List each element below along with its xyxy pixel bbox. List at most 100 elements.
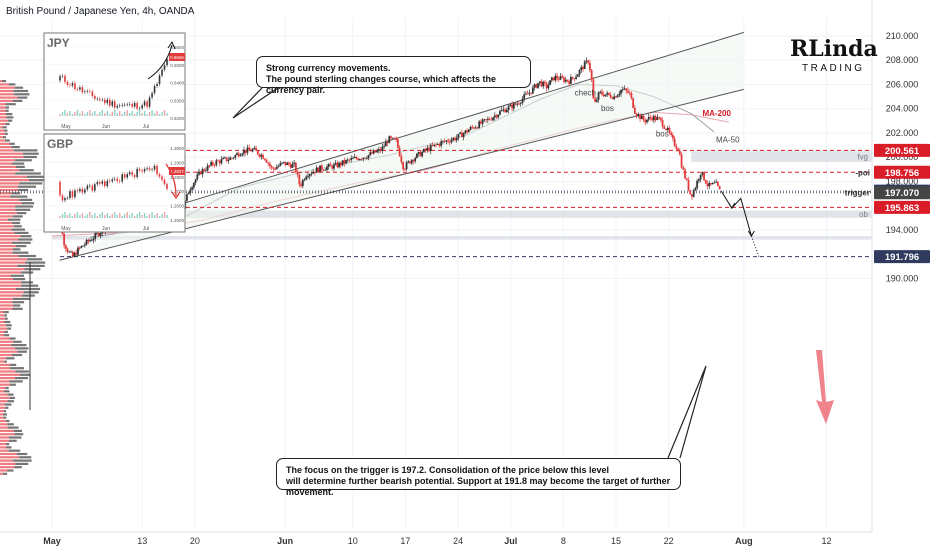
zones: fvg ob [52, 151, 872, 240]
y-tick-label: 204.000 [886, 104, 919, 114]
profile-bar-buy [14, 433, 24, 436]
candle-body [405, 162, 408, 170]
candle-body [286, 162, 289, 166]
profile-bar-sell [0, 287, 16, 291]
candle-body [303, 179, 306, 181]
candle-body [454, 138, 456, 141]
candle-body [502, 109, 505, 111]
candle-body [692, 190, 695, 197]
inset-arrowhead-icon [167, 40, 176, 50]
candle-body [530, 92, 532, 94]
candle-body [490, 119, 493, 121]
candle-body [711, 182, 714, 185]
candle-body [656, 117, 659, 120]
inset-candle-body [91, 91, 94, 97]
inset-volume-bar [84, 216, 86, 218]
candle-body [352, 158, 354, 159]
profile-bar-sell [0, 377, 16, 380]
inset-volume-bar [59, 114, 61, 116]
candle-body [462, 133, 465, 138]
profile-bar-sell [0, 314, 5, 317]
candle-body [684, 169, 686, 179]
profile-bar-sell [0, 188, 19, 192]
candle-body [440, 141, 443, 146]
candle-body [326, 166, 328, 170]
candle-body [255, 147, 257, 151]
candle-body [710, 183, 712, 185]
profile-bar-buy [14, 93, 30, 96]
candle-body [329, 164, 332, 166]
profile-bar-buy [21, 294, 35, 297]
candle-body [320, 165, 323, 170]
candle-body [507, 106, 510, 110]
candle-body [265, 159, 268, 163]
candle-body [236, 153, 238, 156]
y-tick-label: 206.000 [886, 79, 919, 89]
inset-candle-body [166, 184, 168, 189]
profile-bar-buy [20, 271, 34, 274]
candle-body [564, 79, 567, 82]
profile-bar-buy [4, 360, 7, 363]
profile-bar-buy [7, 423, 14, 426]
profile-bar-buy [12, 215, 23, 218]
candle-body [614, 96, 617, 98]
profile-bar-sell [0, 162, 12, 165]
candle-body [217, 160, 219, 162]
candle-body [461, 132, 463, 138]
candle-body [499, 111, 501, 115]
candle-body [296, 172, 299, 175]
profile-bar-buy [11, 192, 21, 195]
inset-trend-arrow [165, 163, 177, 197]
profile-bar-sell [0, 462, 16, 465]
price-label-bg [874, 250, 930, 264]
profile-bar-buy [17, 212, 27, 215]
candle-body [272, 167, 275, 169]
profile-bar-sell [0, 297, 13, 300]
candle-body [412, 159, 415, 162]
candle-body [630, 92, 633, 99]
profile-bar-sell [0, 449, 9, 452]
candle-body [689, 190, 692, 195]
profile-bar-sell [0, 271, 21, 274]
inset-candle-body [136, 102, 138, 109]
profile-bar-buy [20, 235, 32, 238]
candle-body [390, 136, 392, 139]
x-tick-label: Aug [735, 536, 753, 546]
candle-body [208, 165, 211, 167]
profile-bar-sell [0, 383, 10, 386]
profile-bar-sell [0, 86, 15, 89]
profile-bar-sell [0, 334, 4, 337]
candle-body [563, 77, 565, 82]
candle-body [628, 92, 631, 94]
inset-volume-bar [138, 110, 141, 116]
callout-bottom-pointer [667, 365, 707, 459]
inset-volume-bar [119, 213, 121, 218]
profile-bar-buy [13, 304, 21, 307]
inset-volume-bar [86, 214, 89, 218]
candle-body [358, 159, 361, 161]
inset-candle-body [106, 180, 109, 187]
profile-bar-buy [15, 377, 28, 380]
inset-volume-bar [89, 212, 91, 218]
candle-body [317, 167, 320, 173]
callout-pointers [232, 87, 707, 459]
candle-body [426, 147, 429, 151]
inset-volume-bar [61, 112, 64, 116]
candle-body [576, 74, 579, 77]
profile-bar-buy [15, 172, 41, 175]
candle-body [646, 119, 648, 123]
annotation-label: bos [656, 130, 669, 139]
candle-body [215, 160, 218, 166]
profile-bar-sell [0, 208, 16, 211]
profile-bar-sell [0, 330, 5, 333]
callout-bottom-line-1: The focus on the trigger is 197.2. Conso… [286, 465, 610, 475]
inset-candle-body [101, 99, 104, 101]
profile-bar-buy [13, 225, 22, 228]
inset-candle-body [99, 182, 101, 184]
candle-body [516, 103, 519, 105]
candle-body [250, 149, 252, 152]
candle-body [90, 240, 93, 242]
candle-body [243, 149, 245, 154]
candle-body [661, 119, 664, 127]
candle-body [397, 139, 399, 148]
